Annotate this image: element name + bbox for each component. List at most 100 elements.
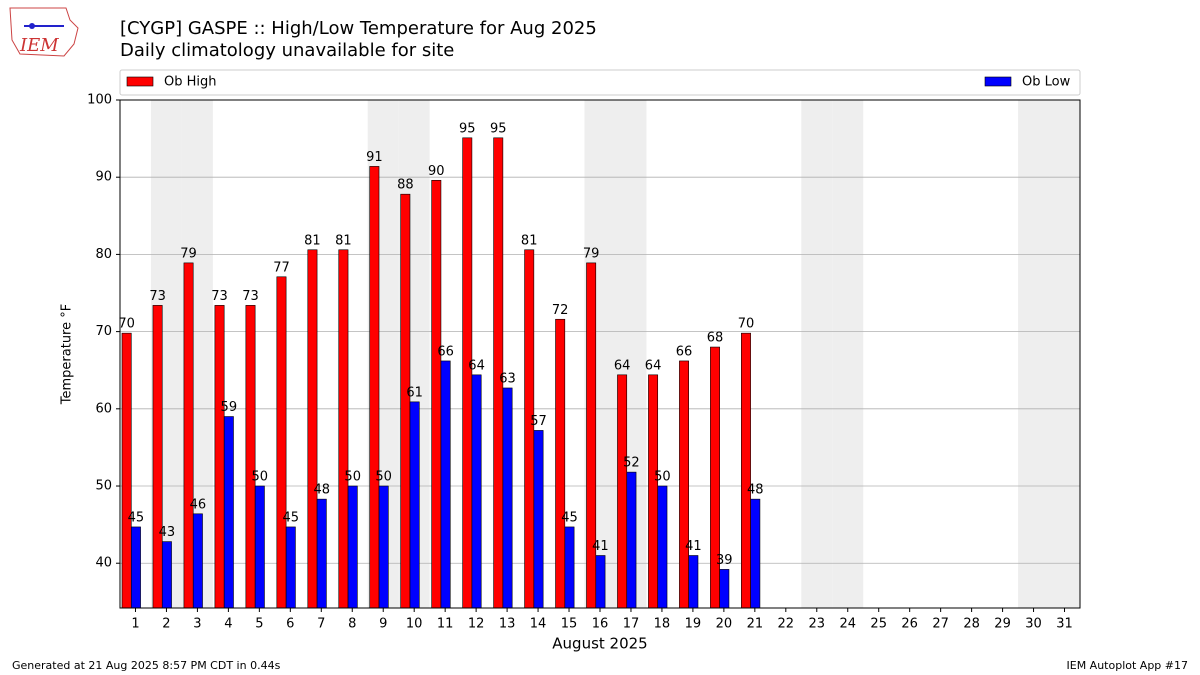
- legend-swatch: [984, 76, 1012, 87]
- data-label: 81: [304, 233, 321, 248]
- logo: IEM: [9, 7, 79, 57]
- data-label: 45: [128, 510, 145, 525]
- y-tick-label: 100: [87, 93, 112, 108]
- x-tick-label: 27: [932, 617, 949, 632]
- data-label: 73: [149, 289, 166, 304]
- bar: [586, 262, 597, 609]
- data-label: 59: [221, 400, 238, 415]
- x-tick-label: 31: [1056, 617, 1073, 632]
- y-tick-label: 50: [95, 479, 112, 494]
- data-label: 41: [592, 539, 609, 554]
- x-tick-label: 7: [317, 617, 325, 632]
- x-tick-label: 25: [870, 617, 887, 632]
- data-label: 70: [738, 317, 755, 332]
- x-tick-label: 10: [406, 617, 423, 632]
- data-label: 39: [716, 553, 733, 568]
- chart-subtitle: Daily climatology unavailable for site: [120, 40, 454, 61]
- data-label: 66: [676, 344, 693, 359]
- bar: [285, 526, 296, 609]
- y-axis-label: Temperature °F: [60, 304, 75, 405]
- data-label: 57: [530, 414, 547, 429]
- chart-title: [CYGP] GASPE :: High/Low Temperature for…: [120, 18, 597, 39]
- bar: [555, 318, 566, 609]
- logo-text: IEM: [19, 35, 59, 56]
- bar: [338, 249, 349, 609]
- x-tick-label: 12: [468, 617, 485, 632]
- x-tick-label: 16: [592, 617, 609, 632]
- x-axis-label: August 2025: [552, 635, 647, 653]
- data-label: 45: [561, 510, 578, 525]
- bar: [400, 193, 411, 609]
- data-label: 72: [552, 303, 569, 318]
- bar: [192, 513, 203, 609]
- x-tick-label: 1: [131, 617, 139, 632]
- bar: [276, 276, 287, 609]
- bar: [741, 332, 751, 609]
- bar: [316, 498, 327, 609]
- bar: [130, 526, 141, 609]
- bar: [750, 498, 761, 609]
- data-label: 50: [654, 470, 671, 485]
- x-tick-label: 18: [654, 617, 671, 632]
- y-tick-label: 40: [95, 556, 112, 571]
- bar: [471, 374, 482, 609]
- data-label: 41: [685, 539, 702, 554]
- data-label: 68: [707, 331, 724, 346]
- bar: [409, 401, 420, 609]
- plot-frame: [119, 99, 1081, 609]
- data-label: 88: [397, 178, 414, 193]
- bar: [121, 332, 132, 609]
- bar: [307, 249, 318, 609]
- logo-dot: [29, 23, 35, 29]
- bar: [254, 485, 265, 609]
- bar: [626, 471, 637, 609]
- legend-label: Ob Low: [1022, 75, 1071, 90]
- data-label: 48: [313, 483, 330, 498]
- weekend-shade: [801, 100, 833, 608]
- x-tick-label: 19: [685, 617, 702, 632]
- data-label: 61: [406, 385, 423, 400]
- weekend-shade: [1049, 100, 1080, 608]
- data-label: 79: [180, 246, 197, 261]
- data-label: 73: [211, 289, 228, 304]
- bar: [152, 305, 163, 609]
- y-tick-label: 60: [95, 401, 112, 416]
- x-tick-label: 22: [778, 617, 795, 632]
- x-tick-label: 14: [530, 617, 547, 632]
- bar: [648, 374, 659, 609]
- footer-right: IEM Autoplot App #17: [1067, 659, 1189, 672]
- data-label: 91: [366, 150, 383, 165]
- bar: [617, 374, 628, 609]
- y-tick-label: 90: [95, 170, 112, 185]
- bar: [679, 360, 689, 609]
- x-tick-label: 11: [437, 617, 454, 632]
- data-label: 79: [583, 246, 600, 261]
- legend-swatch: [126, 76, 154, 87]
- data-label: 64: [645, 358, 662, 373]
- bar: [183, 262, 194, 609]
- data-label: 70: [118, 317, 135, 332]
- data-label: 50: [252, 470, 269, 485]
- bar: [502, 387, 513, 609]
- bar: [347, 485, 358, 609]
- data-label: 50: [375, 470, 392, 485]
- x-tick-label: 24: [839, 617, 856, 632]
- bar: [688, 555, 699, 609]
- bar: [440, 360, 451, 609]
- x-tick-label: 21: [747, 617, 764, 632]
- data-label: 43: [159, 525, 176, 540]
- x-tick-label: 6: [286, 617, 294, 632]
- bar: [564, 526, 575, 609]
- bar: [710, 346, 720, 609]
- x-tick-label: 20: [716, 617, 733, 632]
- x-tick-label: 26: [901, 617, 918, 632]
- bar: [245, 305, 256, 609]
- bar: [657, 485, 668, 609]
- data-label: 81: [521, 233, 538, 248]
- data-label: 52: [623, 456, 640, 471]
- data-label: 64: [614, 358, 631, 373]
- x-tick-label: 13: [499, 617, 516, 632]
- x-tick-label: 15: [561, 617, 578, 632]
- bar: [378, 485, 389, 609]
- legend-label: Ob High: [164, 75, 217, 90]
